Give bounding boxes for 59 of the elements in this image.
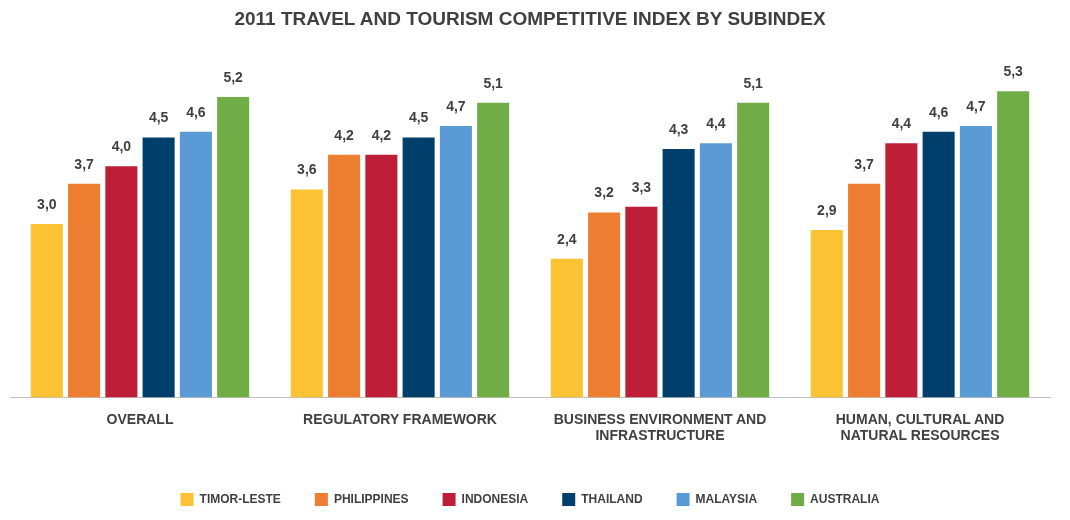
data-label: 3,7 bbox=[74, 155, 95, 172]
data-label: 2,9 bbox=[817, 201, 837, 218]
bar bbox=[737, 102, 770, 398]
bar bbox=[217, 97, 250, 398]
legend-label: MALAYSIA bbox=[695, 491, 758, 506]
data-label: 4,3 bbox=[668, 120, 689, 137]
bar bbox=[105, 166, 138, 398]
data-label: 4,7 bbox=[966, 97, 986, 114]
data-label: 4,4 bbox=[891, 115, 912, 132]
x-tick-label: REGULATORY FRAMEWORK bbox=[303, 410, 497, 427]
x-tick-label: OVERALL bbox=[106, 410, 174, 427]
data-label: 5,2 bbox=[223, 68, 244, 85]
data-label: 4,5 bbox=[148, 109, 169, 126]
bar bbox=[699, 143, 732, 398]
bar bbox=[402, 137, 435, 398]
data-label: 4,6 bbox=[928, 103, 949, 120]
bar bbox=[328, 154, 361, 398]
data-label: 5,1 bbox=[743, 74, 764, 91]
data-label: 3,0 bbox=[37, 195, 57, 212]
bar bbox=[68, 183, 101, 398]
bar bbox=[365, 154, 398, 398]
bar bbox=[810, 229, 843, 398]
legend-label: THAILAND bbox=[581, 491, 643, 506]
legend-label: PHILIPPINES bbox=[333, 491, 409, 506]
bar bbox=[477, 102, 510, 398]
data-label: 3,2 bbox=[594, 184, 615, 201]
data-label: 5,1 bbox=[483, 74, 504, 91]
data-label: 4,4 bbox=[706, 115, 726, 132]
bar bbox=[588, 212, 621, 398]
data-label: 3,7 bbox=[854, 155, 875, 172]
data-label: 4,2 bbox=[334, 126, 355, 143]
legend-label: AUSTRALIA bbox=[810, 491, 880, 506]
data-label: 3,6 bbox=[297, 161, 317, 178]
data-label: 4,2 bbox=[371, 126, 392, 143]
chart-title: 2011 TRAVEL AND TOURISM COMPETITIVE INDEX BY SUBINDEX bbox=[234, 7, 826, 29]
bar bbox=[662, 149, 695, 398]
x-tick-label: HUMAN, CULTURAL AND NATURAL RESOURCES bbox=[835, 410, 1005, 444]
legend-label: TIMOR-LESTE bbox=[199, 491, 281, 506]
bar bbox=[439, 125, 472, 398]
data-label: 4,6 bbox=[186, 103, 206, 120]
bar bbox=[848, 183, 881, 398]
bar bbox=[290, 189, 323, 398]
bar bbox=[179, 131, 212, 398]
bar bbox=[142, 137, 175, 398]
bar bbox=[959, 125, 992, 398]
bar bbox=[30, 224, 63, 398]
bar bbox=[625, 206, 658, 398]
bar bbox=[550, 258, 583, 398]
bar bbox=[997, 91, 1030, 398]
data-label: 2,4 bbox=[557, 230, 577, 247]
data-label: 4,7 bbox=[446, 97, 466, 114]
x-tick-label: BUSINESS ENVIRONMENT AND INFRASTRUCTURE bbox=[553, 410, 767, 444]
data-label: 4,0 bbox=[111, 138, 132, 155]
data-label: 3,3 bbox=[631, 178, 652, 195]
data-label: 5,3 bbox=[1003, 63, 1024, 80]
bar bbox=[922, 131, 955, 398]
data-label: 4,5 bbox=[408, 109, 429, 126]
legend-label: INDONESIA bbox=[461, 491, 529, 506]
bar bbox=[885, 143, 918, 398]
